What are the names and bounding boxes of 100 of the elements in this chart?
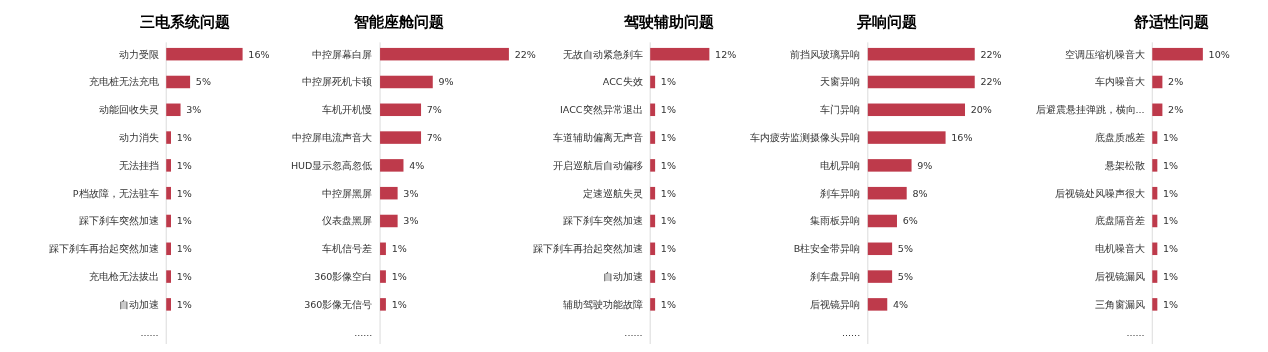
y-tick-label: ...... [354, 326, 373, 338]
data-label: 10% [1208, 48, 1230, 60]
data-label: 1% [391, 243, 407, 255]
y-tick-label: ACC失效 [602, 76, 643, 88]
y-tick-label: 自动加速 [602, 270, 643, 282]
y-tick-label: 集雨板异响 [810, 215, 861, 227]
y-tick-label: 车机信号差 [322, 243, 373, 255]
bar [380, 214, 398, 228]
chart-title: 三电系统问题 [140, 13, 231, 32]
data-label: 1% [176, 187, 192, 199]
y-tick-label: 中控屏电流声音大 [292, 131, 373, 143]
y-tick-label: 电机噪音大 [1094, 243, 1145, 255]
data-label: 9% [917, 159, 933, 171]
y-tick-label: 车道辅助偏离无声音 [552, 131, 643, 143]
data-label: 1% [1163, 131, 1179, 143]
data-label: 1% [660, 298, 676, 310]
data-label: 4% [892, 298, 909, 310]
bar [380, 159, 404, 172]
y-tick-label: 动能回收失灵 [98, 104, 159, 116]
bar [166, 47, 243, 61]
data-label: 22% [514, 48, 536, 60]
data-label: 2% [1168, 76, 1184, 88]
bar [166, 75, 191, 89]
data-label: 1% [176, 270, 192, 282]
data-label: 1% [660, 270, 676, 282]
data-label: 4% [409, 159, 425, 171]
y-tick-label: 踩下刹车突然加速 [562, 215, 643, 227]
bar [380, 75, 433, 89]
y-tick-label: 充电枪无法拔出 [88, 270, 159, 282]
data-label: 5% [195, 76, 211, 88]
y-tick-label: 踩下刹车再抬起突然加速 [48, 243, 159, 255]
y-tick-label: 后视镜处风噪声很大 [1054, 187, 1145, 199]
y-tick-label: ...... [140, 326, 159, 338]
data-label: 1% [660, 215, 676, 227]
y-tick-label: P档故障，无法驻车 [72, 187, 159, 199]
bar [166, 214, 171, 228]
data-label: 1% [660, 131, 676, 143]
y-tick-label: 中控屏黑屏 [322, 187, 373, 199]
bar [166, 298, 171, 311]
data-label: 1% [660, 76, 676, 88]
data-label: 1% [1163, 270, 1179, 282]
chart-title: 驾驶辅助问题 [623, 13, 715, 32]
data-label: 3% [186, 104, 202, 116]
y-tick-label: ...... [624, 326, 643, 338]
data-label: 7% [426, 104, 442, 116]
data-label: 3% [403, 215, 419, 227]
chart-title: 智能座舱问题 [353, 13, 445, 32]
bar [166, 131, 171, 144]
bar [166, 270, 171, 283]
data-label: 1% [1163, 159, 1179, 171]
data-label: 1% [176, 298, 192, 310]
bar [867, 131, 946, 144]
chart-title: 异响问题 [855, 13, 917, 32]
y-tick-label: ...... [1126, 326, 1145, 338]
data-label: 1% [176, 131, 192, 143]
data-label: 1% [176, 243, 192, 255]
y-tick-label: IACC突然异常退出 [560, 104, 643, 116]
y-tick-label: 仪表盘黑屏 [322, 215, 373, 227]
bar [380, 186, 398, 200]
bar [867, 47, 975, 61]
bar [380, 131, 422, 144]
data-label: 1% [660, 243, 676, 255]
data-label: 22% [980, 76, 1002, 88]
y-tick-label: 踩下刹车再抬起突然加速 [532, 243, 643, 255]
y-tick-label: 无故自动紧急刹车 [562, 48, 643, 60]
data-label: 5% [897, 270, 913, 282]
data-label: 2% [1168, 104, 1184, 116]
y-tick-label: 后避震悬挂弹跳，横向... [1035, 104, 1145, 116]
y-tick-label: ...... [841, 326, 861, 338]
y-tick-label: 后视镜异响 [810, 298, 861, 310]
y-tick-label: 充电桩无法充电 [88, 76, 159, 88]
bar [166, 242, 171, 256]
data-label: 12% [715, 48, 737, 60]
y-tick-label: 空调压缩机噪音大 [1064, 48, 1145, 60]
bar [867, 75, 975, 89]
data-label: 8% [912, 187, 928, 199]
y-tick-label: 无法挂挡 [118, 159, 159, 171]
y-tick-label: 刹车盘异响 [810, 270, 861, 282]
data-label: 22% [980, 48, 1002, 60]
y-tick-label: 车门异响 [820, 104, 861, 116]
bar [867, 186, 907, 200]
y-tick-label: 踩下刹车突然加速 [78, 215, 159, 227]
y-tick-label: 辅助驾驶功能故障 [562, 298, 643, 310]
data-label: 16% [951, 131, 973, 143]
data-label: 1% [660, 104, 676, 116]
data-label: 6% [902, 215, 918, 227]
y-tick-label: 电机异响 [820, 159, 861, 171]
data-label: 1% [176, 215, 192, 227]
y-tick-label: 中控屏幕白屏 [312, 48, 373, 60]
bar [867, 298, 888, 311]
y-tick-label: 360影像空白 [314, 270, 373, 282]
y-tick-label: 刹车异响 [820, 187, 861, 199]
y-tick-label: 底盘质感差 [1094, 131, 1145, 143]
y-tick-label: 悬架松散 [1103, 159, 1145, 171]
data-label: 1% [1163, 215, 1179, 227]
y-tick-label: 车机开机慢 [322, 104, 373, 116]
bar [867, 103, 966, 117]
y-tick-label: 定速巡航失灵 [582, 187, 643, 199]
data-label: 5% [897, 243, 913, 255]
data-label: 1% [660, 187, 676, 199]
